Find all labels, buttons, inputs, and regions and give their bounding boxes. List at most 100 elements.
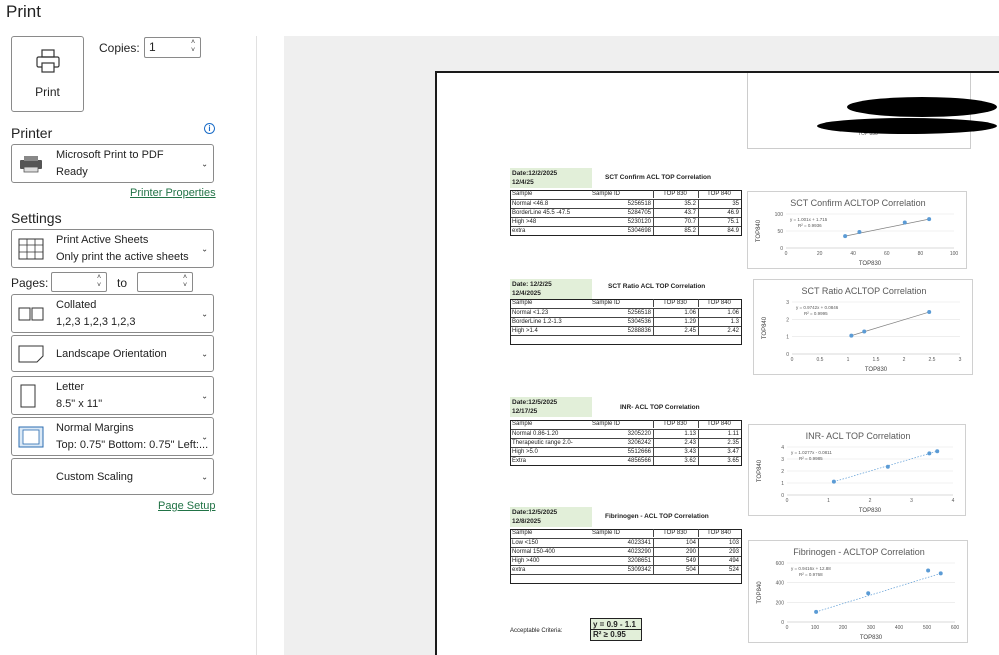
date-line-1: Date: 12/2/25 [512, 281, 552, 288]
page-setup-link[interactable]: Page Setup [158, 500, 216, 512]
r-squared-label: R² = 0.9985 [799, 456, 823, 461]
table-cell: Normal 150-400 [512, 549, 556, 555]
table-cell: 5230120 [627, 219, 651, 225]
date-cell: Date: 12/2/25 12/4/2025 [510, 279, 592, 299]
table-cell: 290 [653, 548, 698, 556]
table-cell: 3205220 [627, 431, 651, 437]
redaction-mark [847, 97, 997, 117]
collate-sub: 1,2,3 1,2,3 1,2,3 [56, 316, 136, 328]
table-cell: TOP 840 [698, 420, 741, 428]
info-icon[interactable]: i [204, 123, 215, 134]
table-cell: Sample ID [592, 530, 621, 536]
paper-size-select[interactable]: Letter 8.5" x 11" ⌄ [11, 376, 214, 415]
printer-name: Microsoft Print to PDF [56, 149, 164, 161]
orientation-select[interactable]: Landscape Orientation ⌄ [11, 335, 214, 372]
chevron-down-icon: ⌄ [201, 244, 208, 253]
scatter-chart: SCT Confirm ACLTOP Correlation 0 50 100 0 20 4… [747, 191, 967, 269]
table-header-row: Sample Sample ID TOP 830 TOP 840 [511, 299, 741, 308]
table-cell: TOP 840 [698, 299, 741, 307]
chevron-down-icon: ⌄ [201, 349, 208, 358]
table-row: Normal 0.86-1.20 3205220 1.13 1.11 [511, 429, 741, 438]
table-cell: 103 [698, 539, 741, 547]
pages-to-input[interactable]: ˄ ˅ [137, 272, 193, 292]
data-point [926, 568, 931, 573]
pages-from-spinner[interactable]: ˄ ˅ [97, 274, 102, 289]
chart-title: SCT Confirm ACLTOP Correlation [790, 198, 925, 208]
scatter-chart: SCT Ratio ACLTOP Correlation 0 1 2 3 0 0.5 1 1.5… [753, 279, 973, 375]
table-cell: Sample [512, 530, 533, 536]
copies-value: 1 [149, 40, 156, 54]
x-tick-label: 1.5 [873, 357, 880, 363]
table-title: Fibrinogen - ACL TOP Correlation [605, 513, 709, 520]
x-tick-label: 2.5 [929, 357, 936, 363]
x-tick-label: 0.5 [817, 357, 824, 363]
y-tick-label: 600 [776, 561, 785, 567]
table-cell: Sample ID [592, 300, 621, 306]
table-cell: 2.43 [653, 439, 698, 447]
data-point [857, 230, 862, 235]
scaling-select[interactable]: Custom Scaling ⌄ [11, 458, 214, 495]
pages-from-input[interactable]: ˄ ˅ [51, 272, 107, 292]
data-point [927, 217, 932, 222]
print-button[interactable]: Print [11, 36, 84, 112]
table-cell: Normal <46.8 [512, 201, 549, 207]
table-cell: Sample [512, 421, 533, 427]
pages-to-spinner[interactable]: ˄ ˅ [183, 274, 188, 289]
x-axis-label: TOP830 [859, 261, 882, 267]
table-cell: 5309342 [627, 567, 651, 573]
y-tick-label: 0 [781, 493, 784, 499]
table-cell: 5256518 [627, 310, 651, 316]
copies-input[interactable]: 1 ˄ ˅ [144, 37, 201, 58]
table-cell: Low <150 [512, 540, 539, 546]
table-cell: 494 [698, 557, 741, 565]
r-squared-label: R² = 0.9995 [804, 311, 828, 316]
print-what-main: Print Active Sheets [56, 234, 149, 246]
print-what-sub: Only print the active sheets [56, 251, 189, 263]
trendline-equation: y = 0.9416x + 12.88 [791, 566, 831, 571]
criteria-label: Acceptable Criteria: [510, 628, 563, 634]
table-cell: 2.35 [698, 439, 741, 447]
x-tick-label: 20 [817, 251, 823, 257]
scatter-chart: INR- ACL TOP Correlation 0 1 2 3 4 0 1 2 3 4 TOP830… [748, 424, 966, 516]
y-tick-label: 0 [781, 620, 784, 626]
table-cell: TOP 840 [698, 190, 741, 198]
date-line-2: 12/4/25 [512, 179, 534, 186]
y-tick-label: 200 [776, 600, 785, 606]
date-line-1: Date:12/2/2025 [512, 170, 558, 177]
settings-heading: Settings [11, 210, 62, 226]
table-cell: TOP 830 [653, 190, 698, 198]
table-cell: 4023290 [627, 549, 651, 555]
margins-select[interactable]: Normal Margins Top: 0.75" Bottom: 0.75" … [11, 417, 214, 456]
data-table: Sample Sample ID TOP 830 TOP 840 Low <150 402… [510, 529, 742, 584]
data-point [938, 571, 943, 576]
printer-properties-link[interactable]: Printer Properties [130, 187, 216, 199]
table-cell: 70.7 [653, 218, 698, 226]
table-cell: BorderLine 45.5 -47.5 [512, 210, 571, 216]
y-tick-label: 0 [786, 352, 789, 358]
table-cell: 549 [653, 557, 698, 565]
collate-select[interactable]: Collated 1,2,3 1,2,3 1,2,3 ⌄ [11, 294, 214, 333]
data-table: Sample Sample ID TOP 830 TOP 840 Normal <1.2… [510, 299, 742, 345]
table-cell: Sample ID [592, 191, 621, 197]
table-row: Low <150 4023341 104 103 [511, 538, 741, 547]
print-what-select[interactable]: Print Active Sheets Only print the activ… [11, 229, 214, 268]
criteria-line-2: R² ≥ 0.95 [591, 629, 641, 639]
landscape-icon [18, 345, 44, 362]
x-axis-label: TOP830 [860, 635, 883, 641]
printer-select[interactable]: Microsoft Print to PDF Ready ⌄ [11, 144, 214, 183]
y-tick-label: 2 [781, 469, 784, 475]
table-row [511, 335, 741, 344]
x-tick-label: 3 [910, 498, 913, 504]
table-cell: 84.9 [698, 227, 741, 235]
sheets-icon [18, 238, 44, 259]
margins-icon [18, 426, 44, 447]
paper-icon [20, 384, 36, 407]
table-cell: extra [512, 567, 526, 573]
date-line-1: Date:12/5/2025 [512, 509, 558, 516]
chevron-down-icon: ⌄ [201, 309, 208, 318]
date-line-2: 12/17/25 [512, 408, 538, 415]
table-cell: 504 [653, 566, 698, 574]
chart-svg: SCT Confirm ACLTOP Correlation 0 50 100 0 20 4… [756, 198, 958, 267]
r-squared-label: R² = 0.9768 [799, 572, 823, 577]
copies-spinner[interactable]: ˄ ˅ [191, 39, 196, 54]
